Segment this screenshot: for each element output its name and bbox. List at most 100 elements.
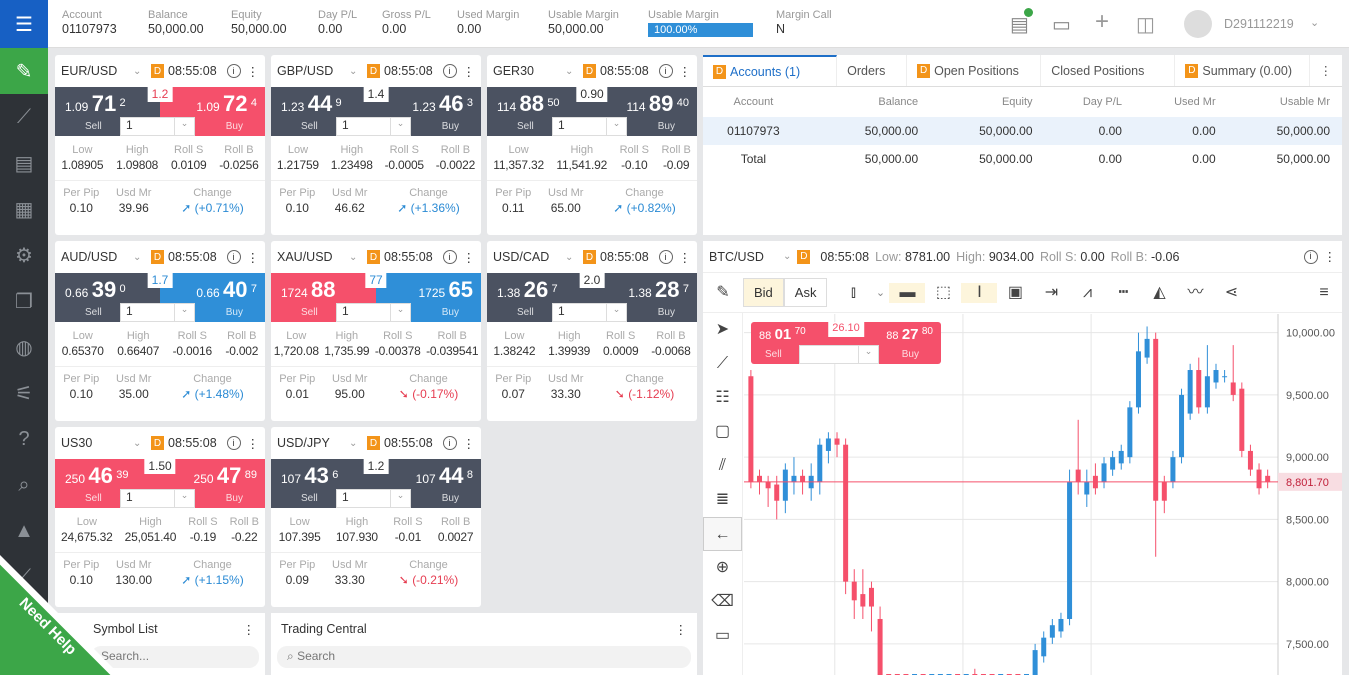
chart-settings-icon[interactable]: ⚟ bbox=[15, 382, 33, 405]
ruler-icon[interactable]: ▭ bbox=[714, 627, 731, 644]
candlestick-chart[interactable]: 10,000.00 9,500.00 9,000.00 8,500.00 8,000.0… bbox=[744, 314, 1342, 675]
mini-qty-select[interactable]: 1 ⌄ bbox=[799, 345, 879, 364]
symbol-name[interactable]: GER30 bbox=[493, 64, 534, 78]
pitchfork-icon[interactable]: ⫽ bbox=[718, 457, 727, 474]
fib-tool-icon[interactable]: ☷ bbox=[715, 389, 730, 406]
pencil-icon[interactable]: ✎ bbox=[716, 283, 730, 301]
info-icon[interactable]: i bbox=[226, 436, 241, 450]
tab-summary[interactable]: D Summary (0.00) bbox=[1175, 55, 1310, 86]
share-icon[interactable]: ⋖ bbox=[1224, 283, 1239, 301]
info-icon[interactable]: i bbox=[658, 64, 673, 78]
bid-button[interactable]: Bid bbox=[743, 278, 784, 307]
quantity-select[interactable]: 1 ⌄ bbox=[120, 303, 195, 322]
symbol-name[interactable]: GBP/USD bbox=[277, 64, 334, 78]
scroll-end-icon[interactable]: ⇥ bbox=[1044, 283, 1059, 301]
area-chart-icon[interactable]: ◭ bbox=[1153, 283, 1166, 301]
layout-icon[interactable]: ▦ bbox=[14, 198, 34, 221]
more-icon[interactable]: ⋮ bbox=[674, 623, 688, 637]
volume-icon[interactable]: ┅ bbox=[1118, 283, 1129, 301]
info-icon[interactable]: i bbox=[226, 250, 241, 264]
symbol-name[interactable]: XAU/USD bbox=[277, 250, 333, 264]
info-icon[interactable]: i bbox=[1303, 249, 1318, 264]
server-icon[interactable]: ▤ bbox=[1010, 8, 1033, 37]
tab-closed[interactable]: Closed Positions bbox=[1041, 55, 1176, 86]
panels-icon[interactable]: ◫ bbox=[1136, 14, 1155, 36]
user-id[interactable]: D291112219 bbox=[1224, 17, 1294, 31]
add-icon[interactable]: + bbox=[1095, 8, 1110, 35]
zoom-icon[interactable]: ⊕ bbox=[715, 559, 730, 576]
table-icon[interactable]: ▤ bbox=[14, 152, 34, 175]
education-icon[interactable]: ▲ bbox=[14, 519, 34, 542]
symbol-name[interactable]: EUR/USD bbox=[61, 64, 118, 78]
info-icon[interactable]: i bbox=[226, 64, 241, 78]
tab-orders[interactable]: Orders bbox=[837, 55, 908, 86]
more-icon[interactable]: ⋮ bbox=[1323, 250, 1337, 264]
chevron-down-icon[interactable]: ⌄ bbox=[875, 286, 886, 299]
more-icon[interactable]: ⋮ bbox=[678, 64, 692, 79]
info-icon[interactable]: i bbox=[442, 64, 457, 78]
lock-icon[interactable]: ▣ bbox=[1007, 283, 1024, 301]
compare-icon[interactable]: ▬ bbox=[889, 282, 926, 303]
more-icon[interactable]: ⋮ bbox=[678, 250, 692, 265]
gear-icon[interactable]: ⚙ bbox=[15, 244, 33, 267]
more-icon[interactable]: ⋮ bbox=[462, 64, 476, 79]
layout-icon[interactable]: ▭ bbox=[1052, 14, 1071, 36]
more-icon[interactable]: ⋮ bbox=[246, 436, 260, 451]
more-icon[interactable]: ⋮ bbox=[242, 623, 256, 637]
info-icon[interactable]: i bbox=[442, 436, 457, 450]
chart-trend-icon[interactable]: ⟋ bbox=[17, 105, 31, 128]
info-icon[interactable]: i bbox=[658, 250, 673, 264]
chevron-down-icon[interactable]: ⌄ bbox=[133, 437, 142, 449]
table-row[interactable]: Total 50,000.00 50,000.00 0.00 0.00 50,000.00 bbox=[703, 145, 1342, 173]
more-icon[interactable]: ⋮ bbox=[462, 250, 476, 265]
trade-icon[interactable]: ✎ bbox=[0, 48, 48, 94]
zigzag-icon[interactable]: 〰 bbox=[1187, 283, 1204, 301]
symbol-name[interactable]: US30 bbox=[61, 436, 93, 450]
chevron-down-icon[interactable]: ⌄ bbox=[783, 251, 792, 262]
avatar[interactable] bbox=[1184, 10, 1212, 38]
ask-button[interactable]: Ask bbox=[783, 278, 828, 307]
indicators-icon[interactable]: ⩘ bbox=[1082, 283, 1092, 301]
chevron-down-icon[interactable]: ⌄ bbox=[349, 65, 358, 77]
rectangle-tool-icon[interactable]: ▢ bbox=[714, 423, 731, 440]
mini-sell-button[interactable]: 88 01 70 Sell bbox=[759, 326, 806, 360]
quantity-select[interactable]: 1 ⌄ bbox=[552, 117, 627, 136]
quantity-select[interactable]: 1 ⌄ bbox=[552, 303, 627, 322]
cursor-icon[interactable]: ➤ bbox=[715, 321, 730, 338]
globe-icon[interactable]: ◍ bbox=[15, 336, 33, 359]
eraser-icon[interactable]: ⌫ bbox=[711, 593, 734, 610]
candlestick-icon[interactable]: ⫾ bbox=[850, 283, 857, 301]
chevron-down-icon[interactable]: ⌄ bbox=[133, 251, 142, 263]
quantity-select[interactable]: 1 ⌄ bbox=[120, 489, 195, 508]
symbol-name[interactable]: USD/JPY bbox=[277, 436, 330, 450]
chevron-down-icon[interactable]: ⌄ bbox=[349, 437, 358, 449]
crosshair-icon[interactable]: Ⅰ bbox=[961, 282, 998, 303]
info-icon[interactable]: i bbox=[442, 250, 457, 264]
table-row[interactable]: 01107973 50,000.00 50,000.00 0.00 0.00 50,000… bbox=[703, 117, 1342, 145]
tab-accounts[interactable]: D Accounts (1) bbox=[703, 55, 838, 86]
quantity-select[interactable]: 1 ⌄ bbox=[336, 303, 411, 322]
search-doc-icon[interactable]: ⌕ bbox=[18, 473, 30, 496]
hamburger-icon[interactable]: ≡ bbox=[1319, 283, 1329, 301]
more-icon[interactable]: ⋮ bbox=[246, 64, 260, 79]
quantity-select[interactable]: 1 ⌄ bbox=[120, 117, 195, 136]
more-icon[interactable]: ⋮ bbox=[462, 436, 476, 451]
tab-open[interactable]: D Open Positions bbox=[907, 55, 1042, 86]
back-icon[interactable]: ← bbox=[703, 517, 742, 551]
symbol-name[interactable]: USD/CAD bbox=[493, 250, 550, 264]
symbol-search-input[interactable]: Search... bbox=[91, 646, 259, 668]
trading-central-search-input[interactable]: ⌕ Search bbox=[277, 646, 691, 668]
help-icon[interactable]: ? bbox=[18, 427, 30, 450]
more-icon[interactable]: ⋮ bbox=[1319, 64, 1333, 78]
chevron-down-icon[interactable]: ⌄ bbox=[133, 65, 142, 77]
documents-icon[interactable]: ❐ bbox=[15, 290, 33, 313]
mini-buy-button[interactable]: 88 27 80 Buy bbox=[886, 326, 933, 360]
select-icon[interactable]: ⬚ bbox=[935, 283, 952, 301]
chevron-down-icon[interactable]: ⌄ bbox=[1310, 17, 1320, 29]
line-tool-icon[interactable]: ⟋ bbox=[716, 355, 729, 372]
chart-symbol[interactable]: BTC/USD bbox=[709, 249, 764, 264]
more-icon[interactable]: ⋮ bbox=[246, 250, 260, 265]
chevron-down-icon[interactable]: ⌄ bbox=[349, 251, 358, 263]
text-tool-icon[interactable]: ≣ bbox=[715, 491, 730, 508]
chevron-down-icon[interactable]: ⌄ bbox=[565, 251, 574, 263]
